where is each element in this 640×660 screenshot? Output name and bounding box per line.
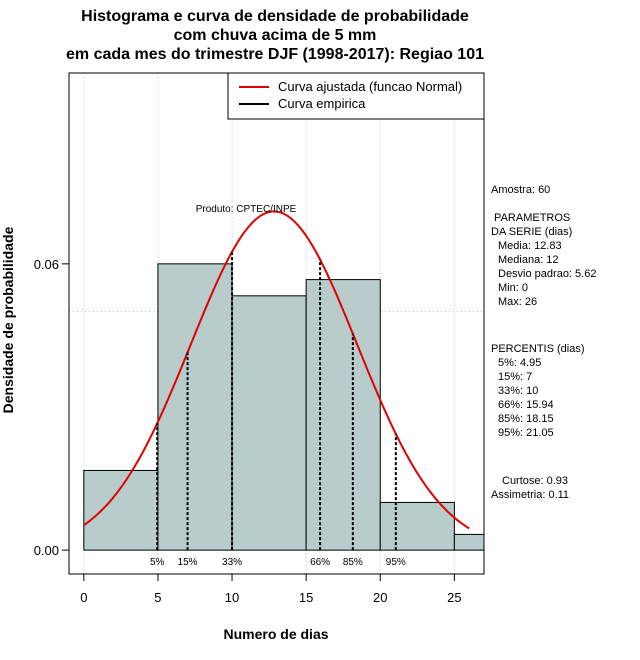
stat-p5: 5%: 4.95 xyxy=(498,357,541,369)
stat-min: Min: 0 xyxy=(498,282,528,294)
x-tick-label: 0 xyxy=(80,590,87,605)
legend: Curva ajustada (funcao Normal) Curva emp… xyxy=(228,73,484,119)
stat-stddev: Desvio padrao: 5.62 xyxy=(498,268,596,280)
x-tick-label: 5 xyxy=(154,590,161,605)
stat-p85: 85%: 18.15 xyxy=(498,413,554,425)
plot-area: 5% 15% 33% 66% 85% 95% 0 5 10 15 20 25 0.00 0.06 xyxy=(34,73,484,605)
y-axis-title: Densidade de probabilidade xyxy=(0,226,16,413)
x-tick-label: 20 xyxy=(373,590,387,605)
stat-p95: 95%: 21.05 xyxy=(498,427,554,439)
percentile-label-85: 85% xyxy=(343,557,363,568)
histogram-chart: Histograma e curva de densidade de proba… xyxy=(0,0,640,660)
stat-max: Max: 26 xyxy=(498,296,537,308)
stat-p15: 15%: 7 xyxy=(498,371,532,383)
legend-label-empirical: Curva empirica xyxy=(278,96,366,111)
histogram-bar-2 xyxy=(158,264,232,550)
stat-kurtosis: Curtose: 0.93 xyxy=(502,475,568,487)
product-annotation: Produto: CPTEC/INPE xyxy=(196,204,297,215)
chart-title-line-3: em cada mes do trimestre DJF (1998-2017)… xyxy=(66,46,484,63)
histogram-bar-4 xyxy=(306,280,380,551)
histogram-bar-3 xyxy=(232,296,306,550)
legend-label-normal: Curva ajustada (funcao Normal) xyxy=(278,79,462,94)
stat-params-heading: PARAMETROS xyxy=(491,212,570,224)
y-tick-label: 0.06 xyxy=(34,257,59,272)
y-tick-label: 0.00 xyxy=(34,543,59,558)
stat-sample: Amostra: 60 xyxy=(491,184,550,196)
chart-title-line-1: Histograma e curva de densidade de proba… xyxy=(81,8,469,25)
histogram-bar-5 xyxy=(380,502,454,550)
x-tick-label: 10 xyxy=(225,590,239,605)
stat-median: Mediana: 12 xyxy=(498,254,559,266)
x-axis-title: Numero de dias xyxy=(223,626,328,642)
x-tick-label: 25 xyxy=(447,590,461,605)
percentile-label-95: 95% xyxy=(386,557,406,568)
percentile-label-15: 15% xyxy=(178,557,198,568)
stat-skewness: Assimetria: 0.11 xyxy=(491,489,569,501)
x-tick-label: 15 xyxy=(299,590,313,605)
stat-p33: 33%: 10 xyxy=(498,385,538,397)
percentile-label-33: 33% xyxy=(222,557,242,568)
stat-series-heading: DA SERIE (dias) xyxy=(491,226,572,238)
stat-mean: Media: 12.83 xyxy=(498,240,562,252)
percentile-label-5: 5% xyxy=(150,557,165,568)
percentile-label-66: 66% xyxy=(310,557,330,568)
histogram-bar-6 xyxy=(454,534,484,550)
statistics-panel: Amostra: 60 PARAMETROS DA SERIE (dias) M… xyxy=(491,184,596,501)
stat-percentis-heading: PERCENTIS (dias) xyxy=(491,343,585,355)
histogram-bar-1 xyxy=(84,470,158,550)
chart-title-line-2: com chuva acima de 5 mm xyxy=(174,27,377,44)
stat-p66: 66%: 15.94 xyxy=(498,399,554,411)
